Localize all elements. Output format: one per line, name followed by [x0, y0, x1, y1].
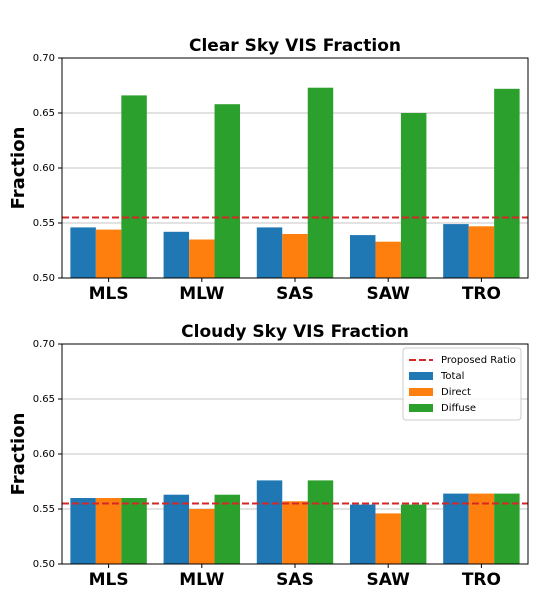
legend-label: Total — [440, 371, 464, 382]
bar — [121, 498, 147, 564]
bar — [443, 224, 469, 278]
legend-label: Diffuse — [441, 403, 476, 414]
bar — [400, 113, 427, 278]
bar — [70, 227, 96, 278]
bar — [375, 241, 401, 278]
bar — [95, 229, 122, 278]
bar — [163, 231, 190, 278]
x-tick-label: MLW — [179, 284, 224, 304]
bar — [214, 494, 241, 564]
bar — [214, 104, 241, 278]
bar — [163, 494, 190, 564]
chart-title: Clear Sky VIS Fraction — [189, 36, 401, 56]
plot-frame — [61, 343, 529, 565]
legend-label: Direct — [441, 387, 471, 398]
plot-frame — [61, 57, 529, 279]
x-tick-label: MLW — [179, 570, 224, 590]
x-tick-label: MLS — [89, 570, 129, 590]
x-tick-label: SAS — [276, 570, 314, 590]
bar — [494, 88, 520, 278]
y-tick-label: 0.65 — [33, 108, 55, 119]
legend-label: Proposed Ratio — [441, 355, 516, 366]
bar — [256, 480, 283, 564]
legend-swatch — [409, 404, 433, 412]
y-tick-label: 0.65 — [33, 394, 55, 405]
y-tick-label: 0.55 — [33, 504, 55, 515]
bar — [349, 504, 376, 564]
bar — [70, 498, 96, 564]
bar — [307, 480, 334, 564]
bar — [375, 513, 401, 564]
bar — [307, 87, 334, 278]
bar — [189, 509, 215, 564]
bar — [443, 493, 469, 564]
y-tick-label: 0.60 — [33, 163, 55, 174]
bar — [400, 504, 427, 564]
x-tick-label: TRO — [462, 284, 501, 304]
y-tick-label: 0.50 — [33, 559, 55, 570]
y-tick-label: 0.50 — [33, 273, 55, 284]
bar — [256, 227, 283, 278]
x-tick-label: TRO — [462, 570, 501, 590]
x-tick-label: SAW — [367, 570, 411, 590]
bar — [121, 95, 147, 279]
x-tick-label: MLS — [89, 284, 129, 304]
x-tick-label: SAS — [276, 284, 314, 304]
y-tick-label: 0.55 — [33, 218, 55, 229]
y-tick-label: 0.70 — [33, 339, 55, 350]
y-tick-label: 0.70 — [33, 53, 55, 64]
bar — [282, 234, 308, 278]
bar — [468, 493, 495, 564]
bar — [282, 501, 308, 564]
bar — [349, 235, 376, 278]
bar — [95, 498, 122, 564]
y-tick-label: 0.60 — [33, 449, 55, 460]
y-axis-label: Fraction — [8, 413, 29, 496]
chart-title: Cloudy Sky VIS Fraction — [181, 322, 409, 342]
legend-box — [402, 347, 522, 421]
bar — [468, 226, 495, 278]
bar — [494, 493, 520, 564]
legend-swatch — [409, 388, 433, 396]
legend-swatch — [409, 372, 433, 380]
bar — [189, 239, 215, 278]
y-axis-label: Fraction — [8, 127, 29, 210]
x-tick-label: SAW — [367, 284, 411, 304]
